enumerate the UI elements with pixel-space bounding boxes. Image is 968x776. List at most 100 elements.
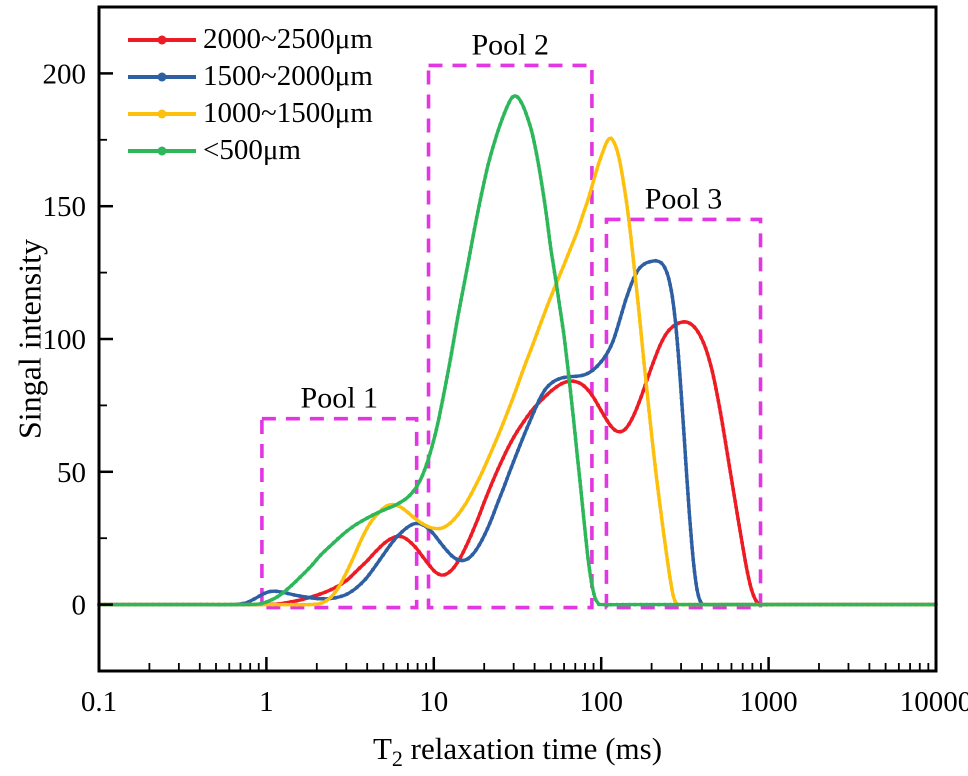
series-1500-2000-m-marker [274, 589, 279, 594]
series-1000-1500-m-marker [459, 507, 464, 512]
series-1500-2000-m-marker [677, 360, 681, 365]
series-2000-2500-m-marker [599, 408, 603, 413]
series-1500-2000-m-marker [485, 526, 490, 531]
series-1500-2000-m-marker [608, 344, 613, 349]
series-2000-2500-m-marker [437, 572, 441, 577]
series-500-m-marker [550, 258, 555, 263]
series-2000-2500-m-marker [596, 403, 600, 408]
legend-item-1000-1500-m: 1000~1500μm [128, 95, 373, 132]
series-500-m-marker [355, 522, 359, 526]
series-500-m-marker [435, 421, 440, 426]
series-1500-2000-m-marker [445, 549, 450, 554]
series-2000-2500-m-marker [464, 544, 468, 549]
series-1000-1500-m-marker [463, 502, 467, 507]
series-500-m-marker [581, 508, 585, 513]
series-1500-2000-m-marker [698, 599, 703, 603]
series-500-m-marker [521, 105, 526, 110]
series-1000-1500-m-marker [619, 170, 624, 175]
series-1000-1500-m-marker [668, 575, 672, 580]
series-1000-1500-m-marker [482, 465, 487, 470]
series-1000-1500-m-marker [474, 481, 479, 486]
series-500-m-marker [121, 602, 125, 607]
legend-item-2000-2500-m: 2000~2500μm [128, 21, 373, 58]
series-1000-1500-m-marker [629, 241, 634, 246]
y-tick-label: 150 [43, 191, 87, 223]
series-2000-2500-m-marker [503, 450, 508, 455]
series-500-m-marker [909, 602, 913, 607]
series-1500-2000-m-marker [525, 426, 529, 431]
series-500-m-marker [365, 516, 370, 520]
series-1000-1500-m-marker [489, 449, 494, 453]
series-1000-1500-m-marker [576, 225, 581, 230]
series-1000-1500-m-marker [313, 602, 317, 607]
series-1500-2000-m-marker [257, 594, 262, 598]
series-1000-1500-m-marker [352, 553, 357, 558]
series-500-m-marker [717, 602, 721, 607]
x-tick-label: 100 [579, 686, 623, 718]
series-500-m-marker [340, 532, 345, 537]
series-500-m-marker [445, 374, 449, 379]
series-500-m-marker [544, 211, 548, 215]
series-500-m-marker [426, 456, 431, 461]
series-500-m-marker [807, 602, 811, 607]
series-1000-1500-m-marker [642, 361, 646, 365]
series-1000-1500-m-marker [277, 602, 281, 607]
series-1500-2000-m-marker [474, 548, 478, 552]
series-2000-2500-m-marker [663, 333, 668, 338]
pool-boxes: Pool 1 Pool 2 Pool 3 [260, 28, 763, 610]
series-1000-1500-m-marker [354, 548, 359, 552]
series-2000-2500-m-marker [682, 320, 686, 324]
series-1500-2000-m-marker [692, 569, 697, 574]
series-1000-1500-m-marker [568, 247, 572, 252]
x-tick-label: 0.1 [81, 686, 117, 718]
series-2000-2500-m-marker [378, 544, 383, 549]
series-1000-1500-m-marker [301, 602, 305, 607]
series-1500-2000-m-marker [680, 402, 684, 406]
series-500-m-marker [482, 180, 486, 185]
series-2000-2500-m-marker [719, 416, 724, 421]
series-500-m-marker [464, 268, 469, 273]
series-1500-2000-m-marker [449, 553, 454, 558]
series-1000-1500-m-marker [625, 205, 630, 210]
series-500-m-marker [420, 473, 425, 478]
series-500-m-marker [592, 591, 596, 596]
series-1000-1500-m-marker [652, 456, 657, 461]
series-2000-2500-m-marker [344, 578, 349, 583]
series-2000-2500-m-marker [651, 360, 656, 365]
y-tick-label: 50 [57, 457, 86, 489]
series-2000-2500-m-marker [745, 570, 750, 575]
series-1000-1500-m-marker [661, 527, 666, 532]
series-2000-2500-m-marker [728, 469, 733, 474]
series-500-m-marker [562, 335, 567, 340]
series-500-m-marker [529, 128, 534, 133]
series-2000-2500-m-marker [711, 375, 716, 380]
series-500-m-marker [927, 602, 931, 607]
series-1000-1500-m-marker [510, 399, 514, 403]
series-2000-2500-m-marker [699, 335, 703, 340]
x-tick-label: 10 [419, 686, 448, 718]
series-500-m-marker [879, 602, 883, 607]
series-1500-2000-m-marker [680, 414, 685, 418]
series-2000-2500-m-marker [744, 564, 749, 569]
series-1000-1500-m-marker [541, 314, 546, 319]
series-1500-2000-m-marker [623, 298, 628, 303]
series-2000-2500-m-marker [736, 517, 740, 521]
series-1500-2000-m-marker [687, 516, 692, 520]
series-500-m-marker [545, 222, 550, 227]
series-1000-1500-m-marker [431, 526, 436, 531]
chart-legend: 2000~2500μm 1500~2000μm 1000~1500μm <500μm [128, 21, 373, 169]
series-1000-1500-m-marker [556, 275, 561, 280]
series-1000-1500-m-marker [593, 173, 597, 178]
series-500-m-marker [360, 519, 364, 523]
series-1500-2000-m-marker [498, 493, 503, 498]
x-axis-title: T2 relaxation time (ms) [372, 731, 663, 772]
series-500-m-marker [783, 602, 787, 607]
series-1000-1500-m-marker [545, 303, 550, 308]
series-2000-2500-m-marker [639, 394, 644, 399]
series-500-m-marker [559, 317, 564, 322]
series-500-m-marker [491, 145, 495, 150]
series-500-m-marker [589, 580, 594, 584]
series-500-m-line [97, 94, 938, 607]
series-1500-2000-m-marker [434, 535, 439, 540]
series-1000-1500-m-marker [642, 367, 647, 371]
